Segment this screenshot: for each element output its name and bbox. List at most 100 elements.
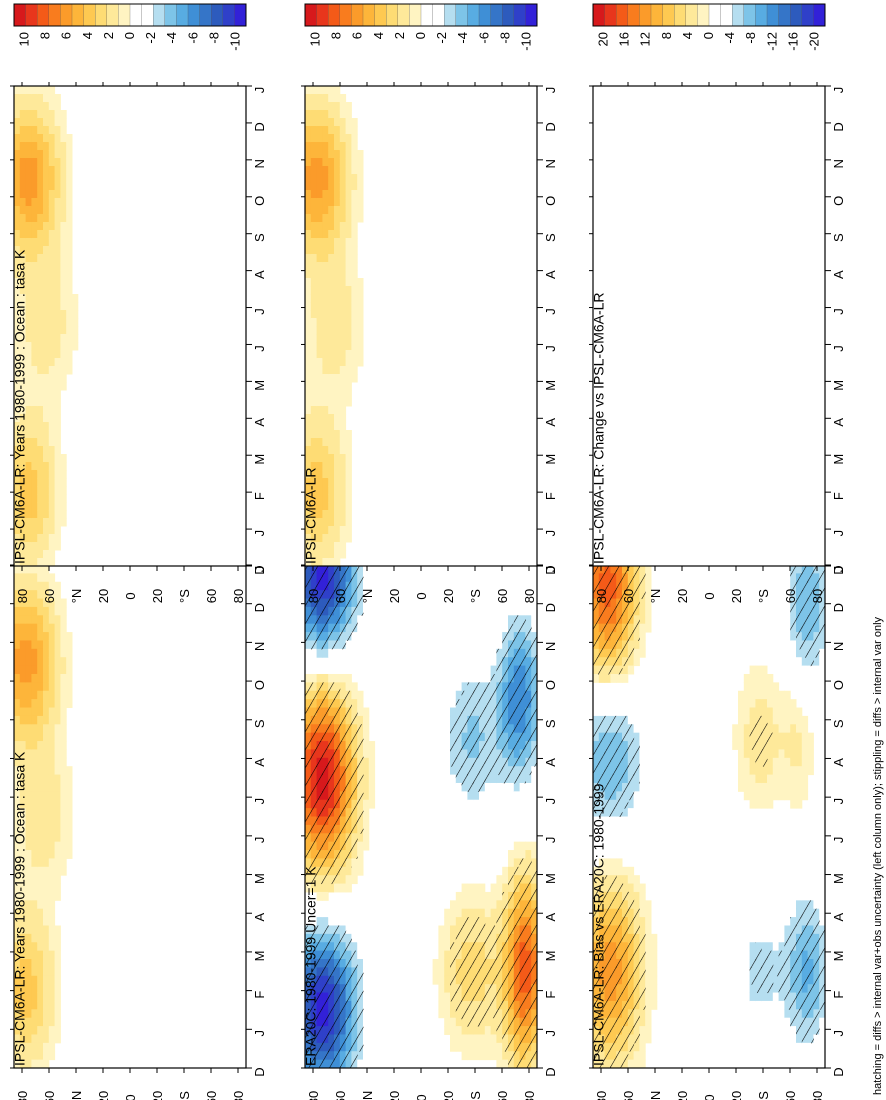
field-cell — [351, 690, 358, 700]
colorbar-swatch — [525, 3, 538, 27]
month-label: J — [252, 798, 267, 805]
hatch-cell — [305, 1051, 312, 1061]
field-cell — [14, 382, 21, 391]
field-cell — [345, 875, 352, 885]
field-cell — [438, 757, 445, 767]
hatch-cell — [357, 741, 364, 750]
hatch-cell — [484, 1000, 492, 1010]
field-cell — [37, 406, 44, 415]
hatch-cell — [513, 1051, 521, 1061]
field-cell — [48, 1009, 56, 1019]
hatch-cell — [322, 715, 329, 725]
field-cell — [738, 950, 745, 960]
hatch-cell — [334, 1034, 341, 1044]
field-cell — [310, 294, 318, 303]
field-cell — [19, 623, 27, 633]
field-cell — [357, 190, 364, 199]
field-cell — [473, 673, 480, 683]
field-cell — [43, 673, 50, 683]
field-cell — [48, 657, 56, 667]
field-cell — [316, 494, 323, 503]
field-cell — [66, 850, 73, 859]
field-cell — [37, 470, 44, 479]
lat-label: °S — [177, 1091, 192, 1100]
field-cell — [305, 398, 312, 407]
field-cell — [345, 310, 352, 319]
field-cell — [31, 342, 38, 351]
hatch-cell — [357, 992, 364, 1002]
field-cell — [25, 866, 32, 876]
field-cell — [490, 648, 497, 658]
field-cell — [328, 883, 335, 893]
field-cell — [322, 478, 329, 487]
field-cell — [334, 550, 341, 559]
hatch-cell — [345, 606, 352, 616]
field-cell — [66, 166, 73, 175]
field-cell — [484, 1051, 492, 1061]
field-cell — [345, 366, 352, 375]
hatch-cell — [479, 992, 486, 1002]
field-cell — [345, 150, 352, 159]
field-cell — [31, 310, 38, 319]
hatch-cell — [322, 632, 329, 641]
field-cell — [66, 326, 73, 335]
field-cell — [639, 791, 646, 801]
hatch-cell — [310, 833, 318, 843]
field-cell — [738, 774, 745, 784]
field-cell — [25, 374, 32, 383]
hatch-cell — [316, 959, 323, 968]
hatch-cell — [328, 690, 335, 700]
hatch-cell — [525, 1059, 532, 1068]
field-cell — [627, 1051, 635, 1061]
field-cell — [639, 724, 646, 734]
field-cell — [645, 732, 652, 742]
field-cell — [357, 174, 364, 183]
field-cell — [19, 808, 27, 817]
field-cell — [54, 606, 61, 616]
field-cell — [610, 816, 617, 826]
field-cell — [593, 808, 600, 817]
colorbar-swatch — [71, 3, 85, 27]
field-cell — [54, 374, 61, 383]
field-cell — [43, 565, 50, 574]
hatch-cell — [339, 632, 347, 641]
field-cell — [48, 238, 56, 247]
hatch-cell — [513, 1026, 521, 1035]
field-cell — [316, 648, 323, 658]
field-cell — [322, 118, 329, 127]
hatch-cell — [328, 1017, 335, 1027]
field-cell — [19, 615, 27, 625]
field-cell — [60, 841, 67, 851]
field-cell — [60, 230, 67, 239]
hatch-cell — [450, 757, 457, 767]
field-cell — [54, 841, 61, 851]
hatch-cell — [345, 615, 352, 625]
field-cell — [48, 390, 56, 399]
hatch-cell — [513, 766, 521, 776]
field-cell — [43, 950, 50, 960]
field-cell — [339, 446, 347, 455]
field-cell — [31, 278, 38, 287]
field-cell — [31, 732, 38, 742]
field-cell — [25, 470, 32, 479]
field-cell — [316, 198, 323, 207]
hatch-cell — [513, 690, 521, 700]
field-cell — [645, 917, 652, 926]
field-cell — [48, 550, 56, 559]
lat-label: °N — [360, 589, 375, 604]
field-cell — [48, 110, 56, 119]
field-cell — [531, 782, 537, 792]
field-cell — [334, 206, 341, 215]
hatch-cell — [345, 1034, 352, 1044]
field-cell — [368, 1017, 376, 1027]
field-cell — [31, 724, 38, 734]
hatch-cell — [496, 975, 503, 985]
field-cell — [345, 158, 352, 167]
field-cell — [48, 741, 56, 750]
field-cell — [14, 967, 21, 977]
field-cell — [43, 1026, 50, 1035]
hatch-cell — [473, 715, 480, 725]
field-cell — [37, 286, 44, 295]
hatch-cell — [351, 799, 358, 809]
field-cell — [54, 406, 61, 415]
